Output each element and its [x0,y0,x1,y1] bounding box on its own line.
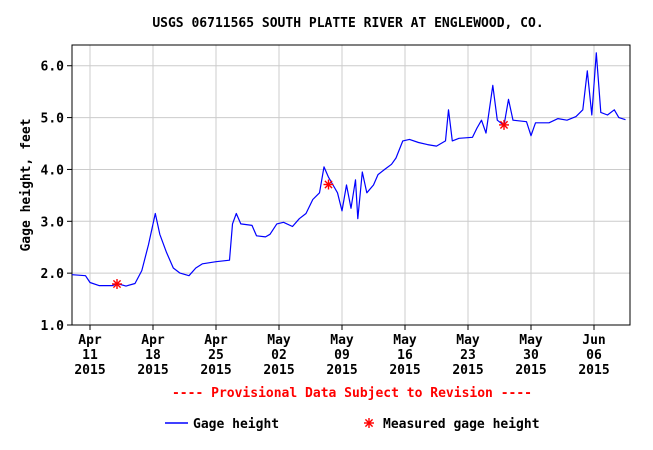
x-tick-year: 2015 [74,363,105,378]
x-tick-year: 2015 [200,363,231,378]
y-tick-label: 3.0 [41,215,65,230]
y-axis-label: Gage height, feet [19,118,34,251]
x-tick-day: 09 [334,348,350,363]
measured-point [499,119,509,130]
x-tick-year: 2015 [326,363,357,378]
y-tick-label: 6.0 [41,60,65,75]
series-layer [71,52,626,289]
x-tick-year: 2015 [452,363,483,378]
x-tick-month: Apr [141,333,165,348]
y-tick-label: 5.0 [41,112,65,127]
x-tick-month: May [456,333,480,348]
x-tick-month: May [519,333,543,348]
x-tick-day: 02 [271,348,287,363]
x-tick-day: 11 [82,348,98,363]
x-tick-day: 25 [208,348,224,363]
y-axis-ticks: 1.0 2.0 3.0 4.0 5.0 6.0 [41,60,72,334]
y-tick-label: 2.0 [41,267,65,282]
plot-frame [71,44,631,326]
legend-asterisk-icon [364,418,374,428]
y-tick-label: 4.0 [41,163,65,178]
x-tick-month: May [267,333,291,348]
y-tick-label: 1.0 [41,319,65,334]
x-tick-month: May [393,333,417,348]
provisional-annotation: ---- Provisional Data Subject to Revisio… [172,386,532,401]
x-tick-day: 16 [397,348,413,363]
x-tick-month: Apr [78,333,102,348]
x-tick-year: 2015 [137,363,168,378]
x-tick-month: May [330,333,354,348]
x-tick-year: 2015 [389,363,420,378]
measured-point [323,179,334,190]
x-tick-month: Apr [204,333,228,348]
x-tick-day: 06 [586,348,602,363]
x-tick-year: 2015 [515,363,546,378]
x-tick-day: 18 [145,348,161,363]
x-tick-day: 23 [460,348,476,363]
measured-point [112,279,122,289]
grid-lines [72,45,630,325]
x-tick-year: 2015 [578,363,609,378]
legend-label-measured: Measured gage height [383,417,540,432]
legend-label-gage-height: Gage height [193,417,279,432]
x-tick-day: 30 [523,348,539,363]
gage-height-line [71,52,626,287]
x-tick-month: Jun [582,333,605,348]
chart-title: USGS 06711565 SOUTH PLATTE RIVER AT ENGL… [152,16,543,31]
x-tick-year: 2015 [263,363,294,378]
legend: Gage height Measured gage height [165,417,540,432]
x-axis-ticks: Apr112015Apr182015Apr252015May022015May0… [74,325,610,378]
